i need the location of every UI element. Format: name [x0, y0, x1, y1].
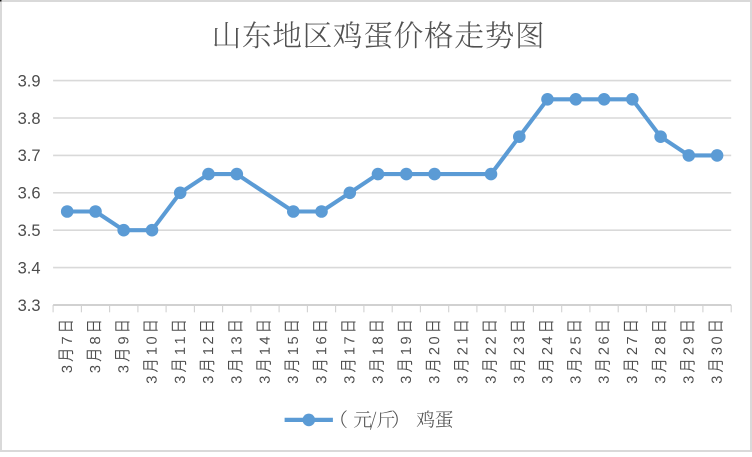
- svg-text:3.3: 3.3: [18, 297, 41, 315]
- svg-text:3.4: 3.4: [18, 259, 41, 277]
- svg-text:3.9: 3.9: [18, 72, 41, 90]
- svg-text:3.6: 3.6: [18, 185, 41, 203]
- svg-text:3.7: 3.7: [18, 147, 41, 165]
- svg-text:3.8: 3.8: [18, 110, 41, 128]
- svg-text:3.5: 3.5: [18, 222, 41, 240]
